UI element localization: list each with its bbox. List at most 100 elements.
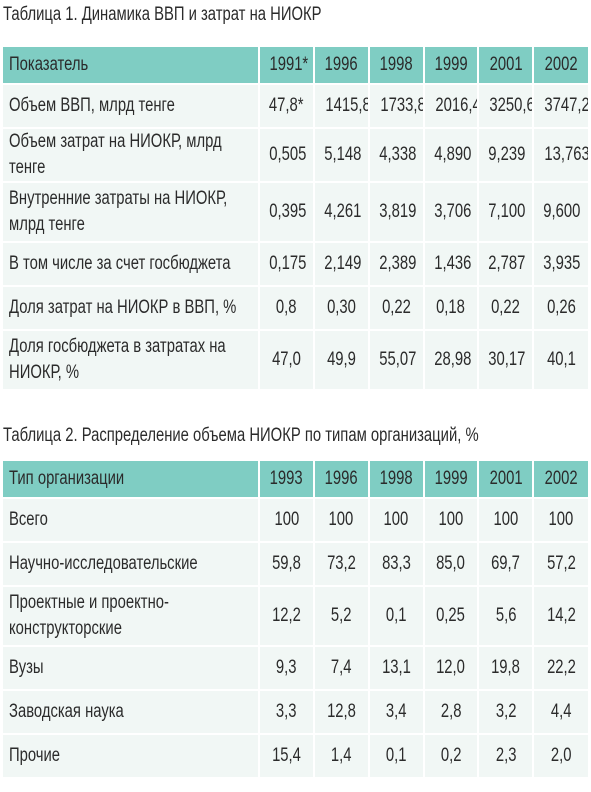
table-cell: 19,8 bbox=[478, 646, 535, 691]
table-cell: 100 bbox=[259, 498, 315, 543]
table-cell: 3250,6 bbox=[478, 84, 535, 129]
table-cell: 100 bbox=[368, 498, 425, 543]
table-cell: 0,22 bbox=[478, 286, 535, 331]
table-cell: 2,389 bbox=[368, 242, 425, 287]
table1-caption: Таблица 1. Динамика ВВП и затрат на НИОК… bbox=[3, 4, 322, 25]
table-cell: 2,3 bbox=[478, 734, 535, 779]
table-cell: 12,2 bbox=[259, 586, 315, 647]
rnd-by-organization-table: Тип организации 1993 1996 1998 1999 2001… bbox=[3, 461, 588, 779]
table-cell: 3,935 bbox=[533, 242, 588, 287]
column-header-year: 1998 bbox=[368, 461, 425, 499]
table-cell: 1,436 bbox=[423, 242, 480, 287]
table-cell: 1733,8 bbox=[368, 84, 425, 129]
table-cell: 4,4 bbox=[533, 690, 588, 735]
table-header-row: Показатель 1991* 1996 1998 1999 2001 200… bbox=[3, 47, 588, 85]
table-row: Заводская наука 3,3 12,8 3,4 2,8 3,2 4,4 bbox=[3, 690, 588, 735]
column-header-year: 2002 bbox=[533, 461, 588, 499]
column-header-year: 1999 bbox=[423, 47, 480, 85]
table-cell: 0,30 bbox=[313, 286, 370, 331]
row-label: Заводская наука bbox=[3, 690, 261, 735]
column-header-year: 2002 bbox=[533, 47, 588, 85]
table-cell: 83,3 bbox=[368, 542, 425, 587]
table-cell: 15,4 bbox=[259, 734, 315, 779]
table-row: Внутренние затраты на НИОКР, млрд тенге … bbox=[3, 182, 588, 243]
row-label: В том числе за счет госбюджета bbox=[3, 242, 261, 287]
table-cell: 47,8* bbox=[259, 84, 315, 129]
table-cell: 3,4 bbox=[368, 690, 425, 735]
table-cell: 49,9 bbox=[313, 330, 370, 391]
row-label: Проектные и проектно-конструкторские bbox=[3, 586, 261, 647]
table2-caption: Таблица 2. Распределение объема НИОКР по… bbox=[3, 425, 479, 446]
table-cell: 0,26 bbox=[533, 286, 588, 331]
table-cell: 14,2 bbox=[533, 586, 588, 647]
table-cell: 9,239 bbox=[478, 128, 535, 183]
table-cell: 0,505 bbox=[259, 128, 315, 183]
table-row: Объем затрат на НИОКР, млрд тенге 0,505 … bbox=[3, 128, 588, 183]
table-cell: 13,1 bbox=[368, 646, 425, 691]
table-cell: 2,787 bbox=[478, 242, 535, 287]
table-cell: 55,07 bbox=[368, 330, 425, 391]
table-cell: 40,1 bbox=[533, 330, 588, 391]
table-row: Всего 100 100 100 100 100 100 bbox=[3, 498, 588, 543]
column-header-year: 1996 bbox=[313, 461, 370, 499]
table-cell: 0,1 bbox=[368, 734, 425, 779]
table-cell: 59,8 bbox=[259, 542, 315, 587]
table-cell: 69,7 bbox=[478, 542, 535, 587]
column-header-year: 1998 bbox=[368, 47, 425, 85]
table-cell: 73,2 bbox=[313, 542, 370, 587]
gdp-rnd-table: Показатель 1991* 1996 1998 1999 2001 200… bbox=[3, 47, 588, 391]
table-cell: 4,261 bbox=[313, 182, 370, 243]
column-header-organization-type: Тип организации bbox=[3, 461, 261, 499]
column-header-year: 2001 bbox=[478, 461, 535, 499]
table-cell: 0,18 bbox=[423, 286, 480, 331]
row-label: Доля госбюджета в затратах на НИОКР, % bbox=[3, 330, 261, 391]
table-cell: 30,17 bbox=[478, 330, 535, 391]
table-cell: 0,175 bbox=[259, 242, 315, 287]
table-cell: 5,148 bbox=[313, 128, 370, 183]
table-row: Доля госбюджета в затратах на НИОКР, % 4… bbox=[3, 330, 588, 391]
table-cell: 3,706 bbox=[423, 182, 480, 243]
column-header-year: 1999 bbox=[423, 461, 480, 499]
row-label: Внутренние затраты на НИОКР, млрд тенге bbox=[3, 182, 261, 243]
row-label: Объем затрат на НИОКР, млрд тенге bbox=[3, 128, 261, 183]
table-row: Объем ВВП, млрд тенге 47,8* 1415,8 1733,… bbox=[3, 84, 588, 129]
table-row: Доля затрат на НИОКР в ВВП, % 0,8 0,30 0… bbox=[3, 286, 588, 331]
table-cell: 12,8 bbox=[313, 690, 370, 735]
table-cell: 100 bbox=[533, 498, 588, 543]
table-cell: 0,8 bbox=[259, 286, 315, 331]
table-cell: 7,100 bbox=[478, 182, 535, 243]
table-cell: 3747,2 bbox=[533, 84, 588, 129]
table-row: В том числе за счет госбюджета 0,175 2,1… bbox=[3, 242, 588, 287]
column-header-year: 1993 bbox=[259, 461, 315, 499]
row-label: Научно-исследовательские bbox=[3, 542, 261, 587]
table-cell: 100 bbox=[478, 498, 535, 543]
table-cell: 2,0 bbox=[533, 734, 588, 779]
table-row: Научно-исследовательские 59,8 73,2 83,3 … bbox=[3, 542, 588, 587]
table-cell: 28,98 bbox=[423, 330, 480, 391]
table-cell: 12,0 bbox=[423, 646, 480, 691]
table-cell: 5,2 bbox=[313, 586, 370, 647]
table-cell: 9,3 bbox=[259, 646, 315, 691]
table-cell: 4,338 bbox=[368, 128, 425, 183]
table-cell: 0,25 bbox=[423, 586, 480, 647]
column-header-year: 2001 bbox=[478, 47, 535, 85]
table-row: Прочие 15,4 1,4 0,1 0,2 2,3 2,0 bbox=[3, 734, 588, 779]
table-cell: 7,4 bbox=[313, 646, 370, 691]
table-cell: 13,763 bbox=[533, 128, 588, 183]
row-label: Вузы bbox=[3, 646, 261, 691]
column-header-indicator: Показатель bbox=[3, 47, 261, 85]
table-row: Вузы 9,3 7,4 13,1 12,0 19,8 22,2 bbox=[3, 646, 588, 691]
column-header-year: 1991* bbox=[259, 47, 315, 85]
table-cell: 0,22 bbox=[368, 286, 425, 331]
row-label: Доля затрат на НИОКР в ВВП, % bbox=[3, 286, 261, 331]
table-cell: 3,2 bbox=[478, 690, 535, 735]
table-cell: 57,2 bbox=[533, 542, 588, 587]
column-header-year: 1996 bbox=[313, 47, 370, 85]
table-cell: 85,0 bbox=[423, 542, 480, 587]
table-cell: 0,2 bbox=[423, 734, 480, 779]
table-cell: 0,395 bbox=[259, 182, 315, 243]
table-cell: 0,1 bbox=[368, 586, 425, 647]
table-cell: 2,8 bbox=[423, 690, 480, 735]
table-cell: 2,149 bbox=[313, 242, 370, 287]
